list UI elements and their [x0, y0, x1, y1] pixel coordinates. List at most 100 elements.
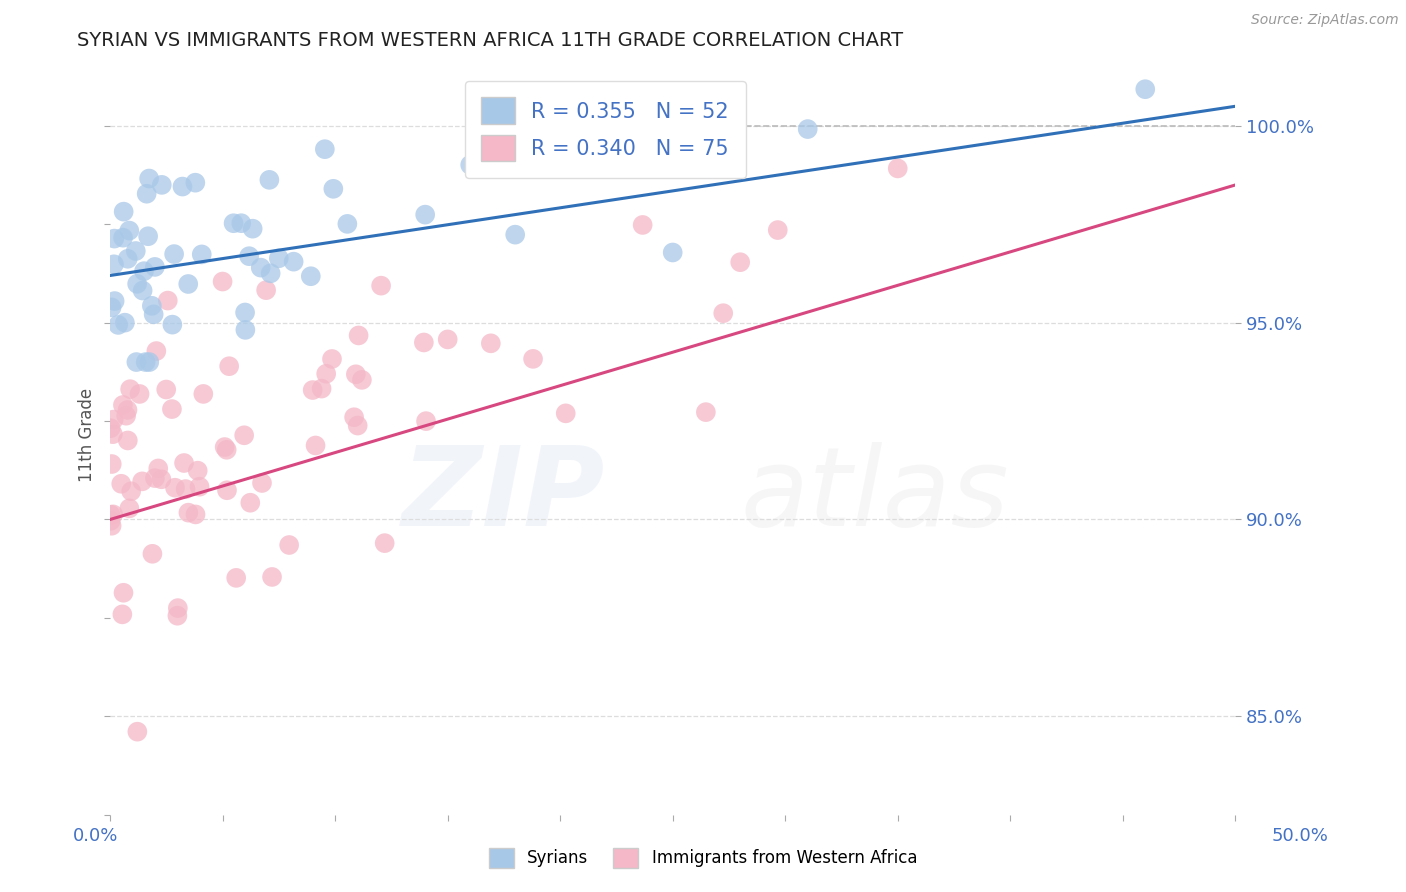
Point [304, 438, 326, 452]
Point [131, 284, 153, 298]
Point [554, 406, 576, 420]
Point [120, 382, 142, 396]
Point [344, 368, 367, 382]
Point [215, 483, 238, 498]
Text: atlas: atlas [740, 442, 1010, 549]
Point [184, 176, 207, 190]
Point [125, 355, 148, 369]
Point [661, 245, 683, 260]
Point [187, 464, 209, 478]
Point [259, 266, 281, 280]
Point [233, 428, 256, 442]
Point [214, 440, 236, 454]
Point [100, 508, 122, 522]
Point [100, 421, 122, 435]
Point [155, 383, 177, 397]
Point [162, 318, 184, 332]
Point [143, 260, 166, 274]
Point [370, 278, 392, 293]
Legend: Syrians, Immigrants from Western Africa: Syrians, Immigrants from Western Africa [482, 841, 924, 875]
Point [141, 299, 163, 313]
Point [336, 217, 359, 231]
Point [103, 257, 125, 271]
Point [278, 538, 301, 552]
Point [103, 508, 125, 522]
Point [100, 301, 122, 315]
Point [160, 402, 183, 417]
Point [111, 607, 134, 622]
Point [886, 161, 908, 176]
Point [503, 227, 526, 242]
Point [235, 323, 257, 337]
Point [211, 275, 233, 289]
Point [311, 382, 333, 396]
Point [143, 471, 166, 485]
Point [103, 412, 125, 426]
Point [215, 442, 238, 457]
Point [127, 277, 149, 291]
Point [711, 306, 734, 320]
Point [100, 514, 122, 528]
Point [132, 264, 155, 278]
Point [173, 456, 195, 470]
Point [184, 508, 207, 522]
Point [118, 501, 141, 516]
Point [117, 434, 139, 448]
Point [150, 472, 173, 486]
Point [218, 359, 240, 374]
Point [238, 249, 260, 263]
Point [766, 223, 789, 237]
Legend: R = 0.355   N = 52, R = 0.340   N = 75: R = 0.355 N = 52, R = 0.340 N = 75 [465, 81, 745, 178]
Point [156, 293, 179, 308]
Point [350, 373, 373, 387]
Point [190, 247, 212, 261]
Point [436, 332, 458, 346]
Point [107, 318, 129, 332]
Point [233, 305, 256, 319]
Point [177, 506, 200, 520]
Point [299, 269, 322, 284]
Point [413, 208, 436, 222]
Point [695, 405, 717, 419]
Point [250, 475, 273, 490]
Point [117, 403, 139, 417]
Point [177, 277, 200, 291]
Point [112, 230, 135, 244]
Point [548, 106, 571, 120]
Point [150, 178, 173, 192]
Point [479, 336, 502, 351]
Point [100, 518, 122, 533]
Point [114, 316, 136, 330]
Point [142, 307, 165, 321]
Point [101, 427, 124, 442]
Point [322, 182, 344, 196]
Point [117, 252, 139, 266]
Point [412, 335, 434, 350]
Point [254, 283, 277, 297]
Point [145, 344, 167, 359]
Point [249, 260, 271, 275]
Point [141, 547, 163, 561]
Point [138, 355, 160, 369]
Point [136, 229, 159, 244]
Point [120, 484, 142, 499]
Point [225, 571, 247, 585]
Point [301, 383, 323, 397]
Point [148, 461, 170, 475]
Point [135, 355, 157, 369]
Text: SYRIAN VS IMMIGRANTS FROM WESTERN AFRICA 11TH GRADE CORRELATION CHART: SYRIAN VS IMMIGRANTS FROM WESTERN AFRICA… [77, 31, 904, 50]
Point [343, 410, 366, 425]
Point [1135, 82, 1157, 96]
Point [193, 387, 215, 401]
Point [728, 255, 751, 269]
Point [346, 418, 368, 433]
Point [415, 414, 437, 428]
Point [131, 475, 153, 489]
Point [174, 482, 197, 496]
Point [522, 351, 544, 366]
Point [166, 608, 188, 623]
Point [259, 173, 281, 187]
Text: 0.0%: 0.0% [73, 827, 118, 845]
Point [796, 122, 818, 136]
Point [188, 480, 211, 494]
